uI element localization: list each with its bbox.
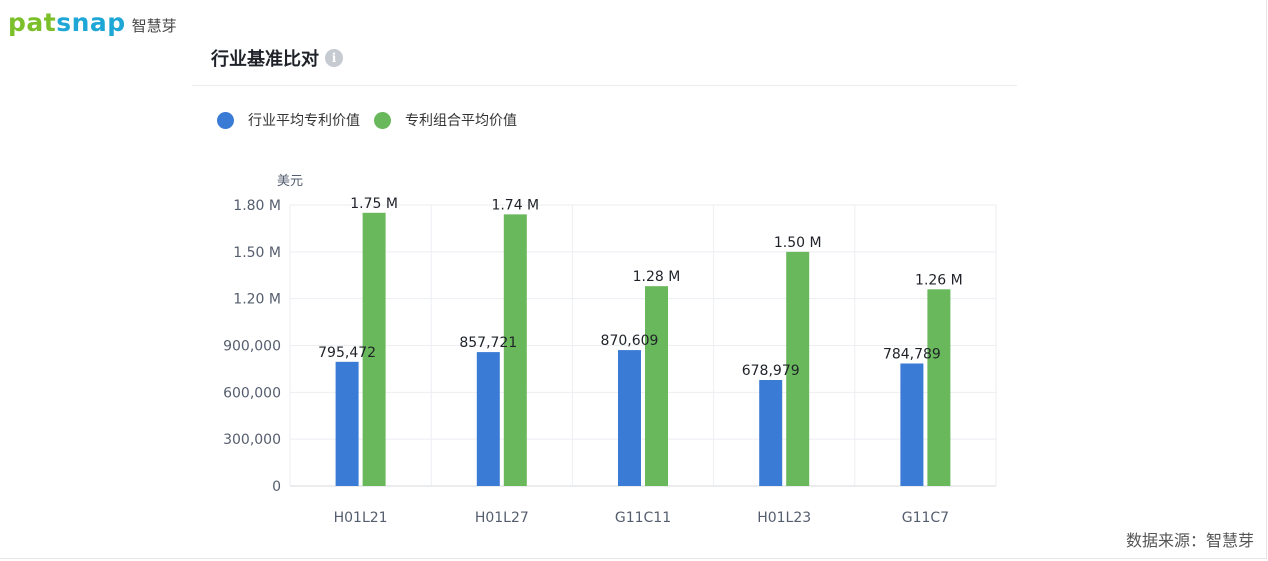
axis-layer: 美元 0 300,000 600,000 900,000 1.20 M 1.50 M 1.80… [223,174,949,526]
y-axis-unit-label: 美元 [277,174,303,189]
legend-item-portfolio[interactable]: 专利组合平均价值 [374,110,517,130]
bar-industry [759,380,783,486]
data-source-note: 数据来源：智慧芽 [1125,531,1254,550]
legend-dot-portfolio [374,111,391,129]
y-tick-label: 900,000 [223,339,281,355]
bar-industry [618,350,641,486]
bar-portfolio [786,251,810,486]
bar-portfolio [927,289,951,486]
bar-industry [335,361,359,486]
bar-data-label: 1.26 M [915,272,963,288]
bar-portfolio [362,212,386,487]
bar-data-label: 1.28 M [633,269,681,285]
x-tick-label: H01L21 [334,510,388,526]
y-tick-label: 300,000 [223,432,281,448]
y-tick-label: 1.50 M [233,245,281,261]
bar-industry [476,352,500,486]
legend-label-portfolio: 专利组合平均价值 [405,113,517,129]
x-tick-label: G11C11 [615,510,671,526]
legend-label-industry: 行业平均专利价值 [248,113,360,129]
x-tick-label: H01L23 [757,510,811,526]
bar-data-label: 1.75 M [350,196,398,212]
x-tick-label: G11C7 [902,510,949,526]
legend-item-industry[interactable]: 行业平均专利价值 [217,110,360,130]
bar-layer [335,212,951,487]
y-tick-label: 1.20 M [233,292,281,308]
title-divider [192,85,1017,86]
bar-industry [900,363,924,486]
legend-dot-industry [217,111,234,129]
y-tick-label: 1.80 M [233,198,281,214]
grid-layer [289,204,997,487]
bar-data-label: 870,609 [601,333,659,349]
chart-legend: 行业平均专利价值 专利组合平均价值 [217,110,531,130]
bar-portfolio [503,214,527,486]
bar-data-label: 784,789 [883,346,941,362]
bar-data-label: 678,979 [742,363,800,379]
chart-title-text: 行业基准比对 [211,49,319,70]
chart-title: 行业基准比对 i [211,45,343,71]
bar-data-label: 857,721 [459,335,517,351]
y-tick-label: 600,000 [223,385,281,401]
bar-data-label: 795,472 [318,345,376,361]
patsnap-logo: patsnap 智慧芽 [8,8,177,40]
x-tick-label: H01L27 [475,510,529,526]
info-icon[interactable]: i [325,49,343,67]
logo-chinese-name: 智慧芽 [131,17,177,35]
label-layer: 795,472 1.75 M 857,721 1.74 M 870,609 1.28 M 6… [318,196,963,379]
bar-data-label: 1.50 M [774,235,822,251]
bar-portfolio [645,286,668,486]
y-tick-label: 0 [272,479,281,495]
bar-data-label: 1.74 M [491,197,539,213]
logo-wordmark: patsnap [8,8,126,37]
